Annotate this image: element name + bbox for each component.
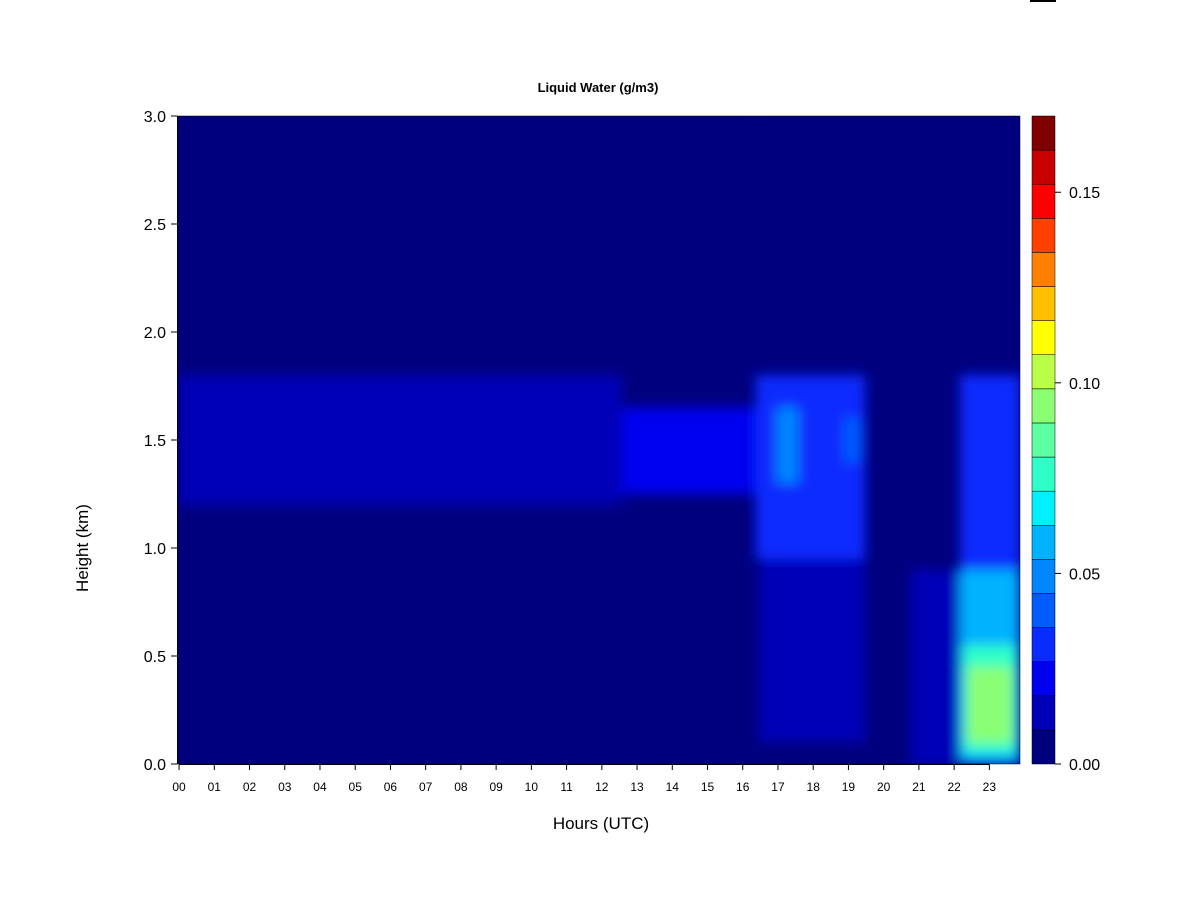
heatmap-cell [755,116,1020,322]
colorbar-segment [1031,252,1056,287]
x-tick-label: 01 [208,780,222,794]
x-tick-label: 02 [243,780,257,794]
x-tick-label: 05 [349,780,363,794]
x-tick-label: 18 [807,780,821,794]
x-tick-label: 19 [842,780,856,794]
colorbar-ticks: 0.00 0.05 0.10 0.15 [1055,185,1100,774]
x-tick-label: 21 [912,780,926,794]
colorbar-segment [1031,729,1056,765]
heatmap-cell [960,375,1020,570]
colorbar-segment [1031,115,1056,151]
colorbar-segment [1031,593,1056,628]
y-tick-label: 1.5 [144,433,166,450]
y-tick-label: 2.5 [144,217,166,234]
x-axis-label: Hours (UTC) [553,814,649,833]
heatmap-cell [843,418,862,462]
y-tick-label: 2.0 [144,325,166,342]
colorbar-segment [1031,422,1056,458]
x-tick-label: 14 [666,780,680,794]
colorbar-segment [1031,456,1056,492]
x-tick-label: 06 [384,780,398,794]
heatmap-cell [967,666,1013,743]
y-axis: 0.0 0.5 1.0 1.5 2.0 2.5 3.0 [144,109,178,774]
x-tick-label: 22 [947,780,961,794]
heatmap-cell [910,569,961,764]
x-tick-label: 10 [525,780,539,794]
y-tick-label: 1.0 [144,541,166,558]
x-tick-label: 09 [489,780,503,794]
colorbar-segment [1031,286,1056,321]
colorbar-segment [1031,320,1056,355]
colorbar-segment [1031,149,1056,185]
corner-mark [1030,0,1056,2]
x-tick-label: 17 [771,780,785,794]
colorbar-tick-label: 0.15 [1069,185,1100,202]
colorbar-segment [1031,695,1056,731]
x-tick-label: 15 [701,780,715,794]
y-axis-label: Height (km) [73,504,92,592]
colorbar-segment [1031,559,1056,594]
colorbar-tick-label: 0.10 [1069,376,1100,393]
heatmap-cell [178,375,622,505]
heatmap-cell [776,407,799,484]
colorbar-segment [1031,218,1056,253]
x-axis: 00 01 02 03 04 05 06 07 08 09 10 11 12 13 14 15 16 17 18 19… [172,764,997,794]
y-tick-label: 0.0 [144,757,166,774]
colorbar-tick-label: 0.00 [1069,757,1100,774]
plot-area [178,116,1020,764]
heatmap-cell [621,407,756,494]
colorbar-segment [1031,525,1056,560]
colorbar-tick-label: 0.05 [1069,566,1100,583]
x-tick-label: 03 [278,780,292,794]
x-tick-label: 12 [595,780,609,794]
x-tick-label: 11 [560,780,573,794]
x-tick-label: 16 [736,780,750,794]
x-tick-label: 20 [877,780,891,794]
colorbar-segment [1031,490,1056,526]
heatmap-cell [759,558,865,743]
x-tick-label: 13 [630,780,644,794]
colorbar-segment [1031,183,1056,219]
y-tick-label: 0.5 [144,649,166,666]
x-tick-label: 00 [172,780,186,794]
heatmap-cell [755,375,865,559]
colorbar-segment [1031,354,1056,390]
x-tick-label: 07 [419,780,433,794]
heatmap-regions [178,116,1020,764]
colorbar-segment [1031,661,1056,697]
x-tick-label: 04 [313,780,327,794]
colorbar [1031,115,1056,765]
colorbar-segment [1031,388,1056,424]
x-tick-label: 08 [454,780,468,794]
y-tick-label: 3.0 [144,109,166,126]
heatmap-cell [178,116,756,322]
x-tick-label: 23 [983,780,997,794]
chart-title: Liquid Water (g/m3) [538,80,659,95]
colorbar-segment [1031,627,1056,662]
